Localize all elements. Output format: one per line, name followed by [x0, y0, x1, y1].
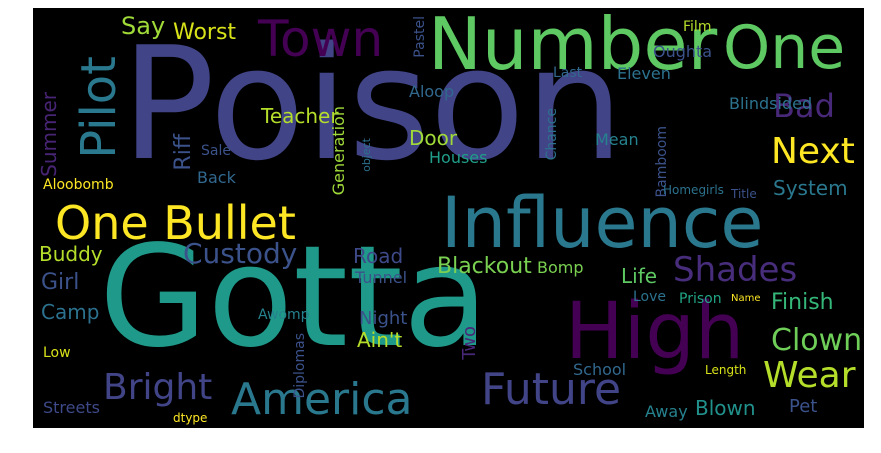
word-girl: Girl	[41, 270, 80, 295]
word-streets: Streets	[43, 398, 100, 417]
word-back: Back	[197, 168, 236, 187]
word-eleven: Eleven	[617, 64, 671, 83]
word-say: Say	[121, 12, 166, 40]
word-future: Future	[481, 364, 622, 415]
word-pet: Pet	[789, 396, 818, 417]
word-bomp: Bomp	[537, 258, 584, 277]
word-one-bullet: One Bullet	[55, 196, 296, 250]
word-homegirls: Homegirls	[663, 183, 724, 197]
word-summer: Summer	[37, 92, 61, 177]
word-finish: Finish	[771, 290, 834, 315]
word-shades: Shades	[673, 250, 798, 290]
word-dtype: dtype	[173, 411, 208, 425]
word-mean: Mean	[595, 130, 639, 149]
word-wear: Wear	[763, 355, 856, 396]
word-aloop: Aloop	[409, 82, 455, 101]
word-title: Title	[731, 187, 757, 201]
word-america: America	[231, 374, 413, 425]
word-bright: Bright	[103, 367, 213, 408]
word-diplomas: Diplomas	[292, 333, 308, 399]
word-cloud: Poison Gotta Number One Influence One Bu…	[33, 8, 864, 428]
word-road: Road	[353, 244, 404, 268]
word-length: Length	[705, 363, 747, 377]
word-bad: Bad	[773, 87, 835, 125]
word-tunnel: Tunnel	[355, 268, 408, 287]
word-one-top: One	[723, 13, 846, 83]
word-houses: Houses	[429, 148, 488, 167]
word-away: Away	[645, 402, 688, 421]
word-oughta: Oughta	[653, 42, 713, 61]
word-gotta: Gotta	[99, 216, 489, 379]
word-awomp: Awomp	[258, 307, 310, 323]
word-town: Town	[258, 10, 384, 68]
word-love: Love	[633, 289, 667, 305]
word-film: Film	[683, 19, 712, 35]
word-generation: Generation	[329, 106, 348, 196]
word-pastel: Pastel	[412, 16, 428, 58]
word-teacher: Teacher	[261, 104, 339, 128]
word-aloobomb: Aloobomb	[43, 177, 114, 193]
word-system: System	[773, 176, 848, 200]
word-last: Last	[553, 65, 583, 81]
word-next: Next	[771, 131, 855, 172]
word-night: Night	[359, 308, 408, 329]
word-poison: Poison	[121, 13, 624, 195]
word-two: Two	[459, 326, 480, 360]
word-riff: Riff	[171, 134, 196, 171]
word-life: Life	[621, 264, 658, 288]
word-school: School	[573, 360, 627, 379]
word-buddy: Buddy	[39, 242, 103, 266]
word-blown: Blown	[695, 396, 756, 420]
word-influence: Influence	[441, 182, 764, 264]
word-chance: Chance	[544, 108, 560, 161]
word-blindsided: Blindsided	[729, 94, 813, 113]
word-worst: Worst	[173, 20, 237, 45]
word-blackout: Blackout	[437, 254, 532, 279]
word-name: Name	[731, 293, 761, 304]
word-clown: Clown	[771, 323, 863, 358]
word-number: Number	[428, 8, 718, 86]
word-custody: Custody	[183, 237, 298, 270]
word-high: High	[565, 287, 745, 377]
word-object: object	[360, 138, 373, 172]
word-aint: Ain't	[357, 328, 403, 352]
word-door: Door	[409, 126, 458, 150]
word-camp: Camp	[41, 300, 100, 324]
word-low: Low	[43, 345, 71, 361]
word-sale: Sale	[201, 143, 231, 159]
word-prison: Prison	[679, 291, 722, 307]
word-pilot: Pilot	[71, 56, 127, 159]
